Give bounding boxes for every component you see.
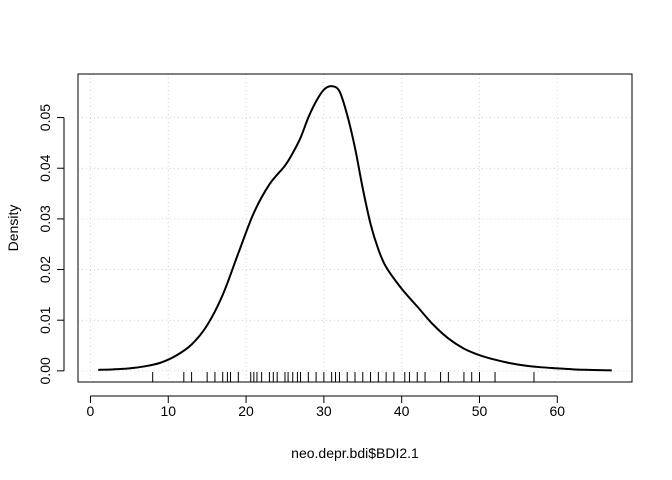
- x-axis: 0 10 20 30 40 50 60: [87, 395, 566, 419]
- x-tick-label-6: 60: [550, 403, 566, 419]
- x-tick-label-1: 10: [160, 403, 176, 419]
- y-tick-label-1: 0.01: [37, 306, 53, 333]
- x-axis-label: neo.depr.bdi$BDI2.1: [291, 445, 419, 461]
- y-axis-label: Density: [5, 205, 21, 252]
- y-tick-label-5: 0.05: [37, 104, 53, 131]
- x-tick-label-5: 50: [472, 403, 488, 419]
- x-tick-label-0: 0: [87, 403, 95, 419]
- plot-frame: [77, 73, 633, 383]
- y-axis: 0.00 0.01 0.02 0.03 0.04 0.05: [37, 104, 65, 384]
- grid-lines: [78, 74, 632, 382]
- y-tick-label-2: 0.02: [37, 256, 53, 283]
- density-curve: [98, 85, 612, 372]
- y-tick-label-3: 0.03: [37, 205, 53, 232]
- x-tick-label-2: 20: [238, 403, 254, 419]
- y-tick-label-4: 0.04: [37, 154, 53, 181]
- x-tick-label-4: 40: [394, 403, 410, 419]
- rug-marks: [152, 372, 535, 382]
- x-tick-label-3: 30: [316, 403, 332, 419]
- y-tick-label-0: 0.00: [37, 357, 53, 384]
